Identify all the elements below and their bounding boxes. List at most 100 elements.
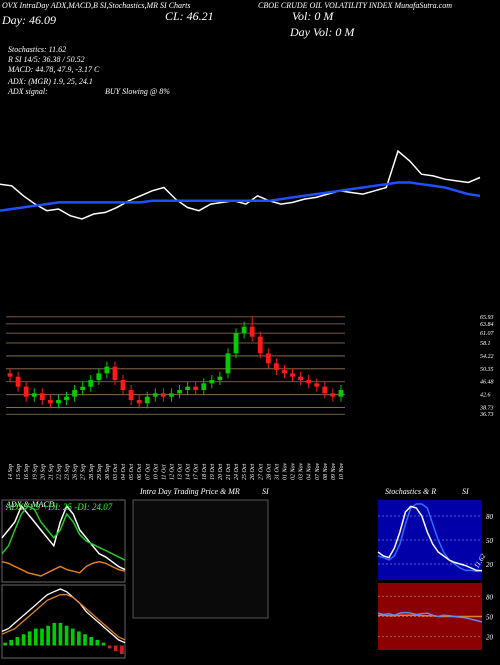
candle-body (104, 366, 110, 374)
adx-signal: BUY Slowing @ 8% (105, 87, 170, 96)
close-price: CL: 46.21 (165, 9, 214, 23)
x-tick-label: 02 Nov (291, 462, 297, 480)
x-tick-label: 21 Sep (48, 464, 54, 480)
indicator-line (378, 614, 482, 618)
panel-title: ADX & MACD (5, 500, 55, 509)
histogram-bar (58, 622, 63, 646)
x-tick-label: 07 Oct (145, 464, 151, 480)
histogram-bar (52, 622, 57, 646)
day-price: Day: 46.09 (1, 13, 56, 27)
candle-body (322, 386, 328, 394)
candle-body (31, 393, 37, 397)
candle-body (47, 400, 53, 404)
candle-body (338, 390, 344, 397)
x-tick-label: 20 Sep (40, 464, 46, 480)
y-tick-label: 20 (486, 634, 494, 642)
macd-line (1, 594, 126, 641)
x-tick-label: 17 Oct (194, 464, 200, 480)
x-tick-label: 11 Oct (161, 464, 167, 480)
candle-body (225, 353, 231, 374)
candle-body (152, 393, 158, 397)
x-tick-label: 05 Oct (129, 464, 135, 480)
x-tick-label: 21 Oct (226, 464, 232, 480)
x-tick-label: 19 Oct (210, 464, 216, 480)
x-tick-label: 04 Oct (120, 464, 127, 480)
candle-body (96, 373, 102, 380)
candle-body (290, 373, 295, 377)
macd-line (1, 588, 126, 644)
histogram-bar (95, 639, 100, 646)
candle-body (128, 390, 134, 400)
rsi-text: R SI 14/5: 36.38 / 50.52 (7, 55, 85, 64)
x-tick-label: 19 Sep (32, 464, 38, 480)
histogram-bar (107, 645, 112, 649)
histogram-bar (101, 642, 106, 646)
histogram-bar (113, 645, 118, 652)
x-tick-label: 13 Oct (178, 464, 184, 480)
indicator-line (1, 560, 126, 577)
y-tick-label: 42.6 (480, 392, 491, 399)
x-tick-label: 10 Nov (339, 462, 345, 480)
y-tick-label: 46.48 (480, 379, 494, 386)
y-tick-label: 58.1 (480, 341, 491, 347)
macd-text: MACD: 44.78, 47.9, -3.17 C (7, 65, 100, 74)
histogram-bar (120, 645, 124, 654)
x-tick-label: 26 Sep (73, 464, 79, 480)
histogram-bar (40, 628, 44, 646)
candle-body (160, 393, 166, 397)
title: CBOE CRUDE OIL VOLATILITY INDEX MunafaSu… (258, 1, 452, 10)
x-tick-label: 16 Sep (24, 464, 30, 480)
x-tick-label: 14 Oct (185, 464, 192, 480)
x-tick-label: 22 Sep (56, 464, 62, 480)
candle-body (39, 393, 45, 400)
candle-body (23, 386, 29, 397)
x-tick-label: 08 Nov (323, 462, 329, 480)
x-tick-label: 26 Oct (250, 464, 256, 480)
candle-body (201, 383, 207, 390)
candle-body (144, 396, 150, 404)
x-tick-label: 18 Oct (202, 464, 208, 480)
candle-body (265, 353, 271, 364)
panel-title: Stochastics & R (385, 487, 436, 496)
x-tick-label: 29 Sep (97, 464, 103, 480)
annotation: ADX: 1.9 +DI: 25 -DI: 24.07 (5, 502, 113, 512)
indicator-line (0, 181, 481, 212)
y-tick-label: 50 (486, 537, 494, 545)
x-tick-label: 31 Oct (274, 464, 280, 481)
y-tick-label: 63.84 (480, 321, 494, 328)
x-tick-label: 28 Oct (266, 464, 272, 480)
histogram-bar (77, 631, 81, 646)
candle-body (80, 386, 86, 390)
panel-title: Intra Day Trading Price & MR (139, 487, 240, 496)
histogram-bar (46, 625, 50, 646)
candle-body (233, 333, 239, 354)
x-tick-label: 03 Nov (299, 462, 305, 480)
indicator-line (377, 505, 483, 572)
indicator-line (1, 505, 126, 561)
x-tick-label: 27 Oct (258, 464, 264, 480)
indicator-line (377, 503, 483, 572)
candle-body (7, 373, 13, 377)
histogram-bar (15, 637, 20, 646)
indicator-line (1, 504, 126, 571)
x-tick-label: 20 Oct (218, 464, 224, 480)
panel-background (378, 500, 482, 580)
x-tick-label: 03 Oct (113, 464, 119, 480)
candle-body (88, 380, 94, 387)
candle-body (298, 376, 304, 380)
indicator-line (377, 611, 483, 623)
y-tick-label: 80 (486, 513, 494, 521)
candle-body (169, 393, 174, 397)
y-tick-label: 36.73 (479, 412, 494, 418)
candle-body (217, 376, 223, 380)
histogram-bar (64, 625, 69, 646)
indicator-line (0, 149, 481, 220)
volume: Vol: 0 M (292, 9, 334, 23)
x-tick-label: 09 Nov (331, 462, 337, 480)
candle-body (241, 326, 247, 334)
candle-body (257, 336, 263, 354)
histogram-bar (3, 642, 7, 646)
histogram-bar (70, 628, 75, 646)
